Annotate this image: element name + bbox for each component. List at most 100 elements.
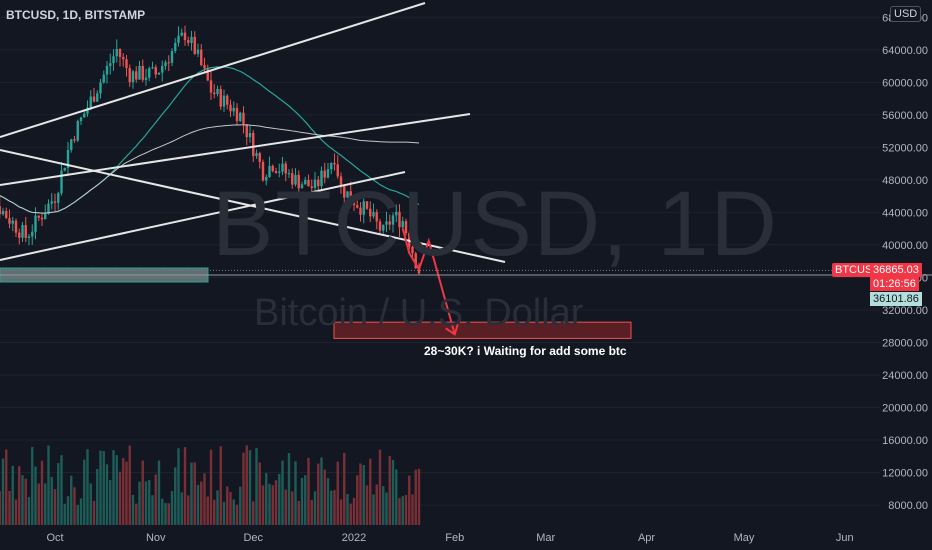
volume-bar bbox=[21, 475, 24, 525]
volume-bar bbox=[47, 445, 50, 525]
y-tick-label: 28000.00 bbox=[882, 337, 928, 349]
volume-bar bbox=[118, 471, 122, 525]
volume-bar bbox=[96, 468, 99, 525]
volume-bar bbox=[391, 459, 395, 525]
volume-bar bbox=[125, 461, 128, 525]
volume-bar bbox=[138, 481, 141, 525]
volume-bar bbox=[323, 469, 326, 525]
candle-body bbox=[89, 96, 92, 108]
candle-body bbox=[395, 211, 398, 216]
volume-bar bbox=[14, 499, 18, 525]
candle-body bbox=[323, 170, 326, 178]
candle-body bbox=[196, 49, 200, 54]
y-tick-label: 16000.00 bbox=[882, 435, 928, 447]
candle-body bbox=[291, 173, 294, 185]
volume-bar bbox=[200, 481, 203, 525]
volume-bar bbox=[265, 473, 268, 525]
volume-bar bbox=[359, 463, 362, 525]
volume-bar bbox=[5, 449, 8, 525]
candle-body bbox=[239, 112, 242, 122]
last-price-tag: 36865.03 bbox=[870, 263, 922, 277]
annotation-text: 28~30K? i Waiting for add some btc bbox=[424, 344, 627, 358]
volume-bar bbox=[307, 457, 310, 525]
candle-body bbox=[79, 117, 83, 122]
volume-bar bbox=[261, 485, 265, 525]
candle-body bbox=[265, 176, 268, 181]
candle-body bbox=[278, 171, 281, 173]
volume-bar bbox=[102, 451, 105, 525]
candle-body bbox=[96, 93, 99, 102]
arrow-head bbox=[445, 324, 459, 336]
watermark-name: Bitcoin / U.S. Dollar bbox=[254, 292, 584, 334]
volume-bar bbox=[40, 460, 44, 525]
volume-bar bbox=[369, 458, 372, 525]
candle-body bbox=[271, 165, 274, 172]
y-tick-label: 56000.00 bbox=[882, 110, 928, 122]
volume-bar bbox=[92, 500, 96, 525]
volume-bar bbox=[1, 458, 5, 525]
candle-body bbox=[248, 132, 252, 138]
candle-body bbox=[174, 42, 177, 51]
candle-body bbox=[375, 212, 378, 222]
volume-bar bbox=[320, 457, 323, 525]
candle-body bbox=[157, 72, 161, 75]
candle-body bbox=[53, 201, 57, 203]
candle-body bbox=[44, 213, 47, 220]
volume-bar bbox=[161, 498, 164, 525]
volume-bar bbox=[203, 473, 206, 525]
candle-body bbox=[352, 200, 356, 206]
candle-body bbox=[297, 174, 300, 189]
volume-bar bbox=[239, 486, 242, 525]
y-tick-label: 44000.00 bbox=[882, 207, 928, 219]
volume-bar bbox=[219, 446, 222, 525]
volume-bar bbox=[382, 486, 385, 525]
x-tick-label: Mar bbox=[536, 532, 555, 544]
volume-bar bbox=[278, 474, 281, 525]
y-tick-label: 40000.00 bbox=[882, 240, 928, 252]
candle-body bbox=[313, 179, 317, 188]
volume-bar bbox=[216, 490, 219, 525]
volume-bar bbox=[112, 450, 115, 525]
candle-body bbox=[66, 149, 70, 168]
candle-body bbox=[304, 179, 307, 185]
candle-body bbox=[307, 179, 310, 187]
candle-body bbox=[144, 77, 148, 80]
volume-bar bbox=[401, 496, 404, 525]
x-tick-label: Oct bbox=[46, 532, 63, 544]
candle-body bbox=[378, 221, 382, 231]
volume-bar bbox=[115, 455, 118, 525]
candle-body bbox=[128, 68, 131, 83]
volume-bar bbox=[365, 485, 369, 525]
y-tick-label: 48000.00 bbox=[882, 175, 928, 187]
volume-bar bbox=[385, 492, 388, 525]
volume-bar bbox=[268, 483, 271, 525]
candle-body bbox=[112, 56, 115, 64]
candle-body bbox=[138, 65, 141, 80]
candle-body bbox=[99, 82, 102, 94]
candle-body bbox=[200, 49, 203, 66]
currency-button[interactable]: USD bbox=[890, 6, 922, 22]
volume-bar bbox=[187, 495, 190, 525]
volume-bar bbox=[190, 462, 193, 525]
candle-body bbox=[115, 48, 118, 57]
candle-body bbox=[401, 221, 404, 228]
volume-bar bbox=[24, 478, 27, 525]
candle-body bbox=[252, 132, 255, 156]
candle-body bbox=[356, 205, 359, 208]
candle-body bbox=[235, 107, 239, 122]
volume-bar bbox=[209, 449, 213, 525]
volume-bar bbox=[164, 503, 167, 525]
volume-bar bbox=[326, 478, 330, 525]
volume-bar bbox=[213, 499, 216, 525]
volume-bar bbox=[177, 448, 180, 525]
volume-bar bbox=[274, 480, 278, 525]
candle-body bbox=[76, 121, 79, 141]
y-tick-label: 8000.00 bbox=[888, 500, 928, 512]
volume-bar bbox=[378, 449, 382, 525]
candle-body bbox=[362, 201, 365, 215]
candle-body bbox=[203, 65, 206, 69]
candle-body bbox=[31, 231, 34, 237]
candle-body bbox=[1, 211, 5, 215]
volume-bar bbox=[151, 495, 154, 525]
